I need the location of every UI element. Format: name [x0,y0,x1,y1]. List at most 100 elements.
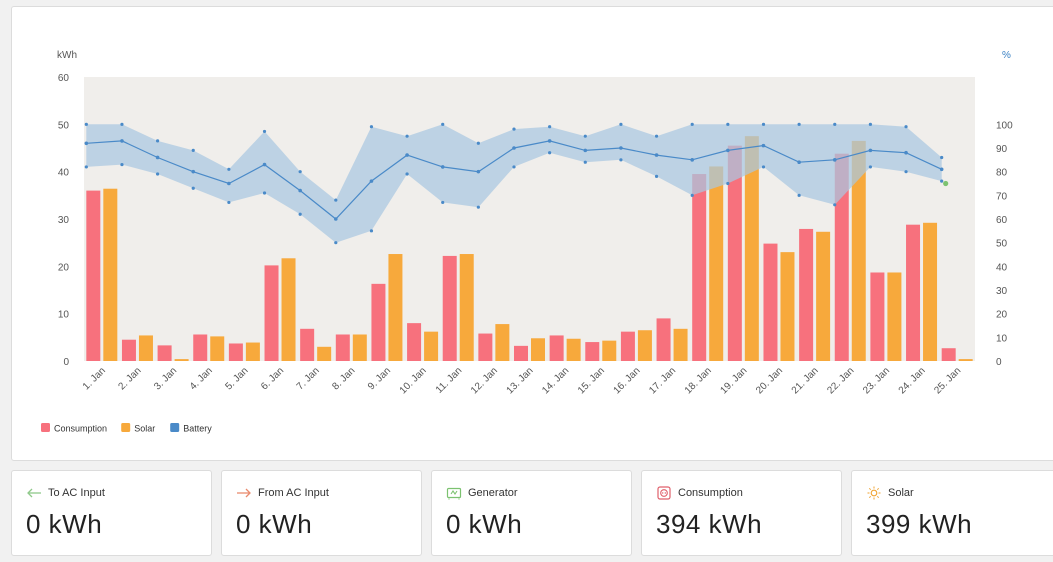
right-axis-tick: 80 [996,168,1008,179]
consumption-bar [834,153,849,361]
stat-label: To AC Input [48,487,105,499]
x-axis-tick: 24. Jan [897,365,928,396]
x-axis-tick: 12. Jan [469,365,500,396]
legend-swatch [121,423,131,432]
stat-label: Generator [468,487,518,499]
battery-min-point [654,174,659,178]
stat-card-generator: Generator 0 kWh [431,470,632,556]
battery-max-point [191,148,195,152]
x-axis-tick: 18. Jan [683,365,714,396]
battery-point [583,148,588,153]
battery-point [84,141,89,146]
solar-bar [602,340,617,361]
battery-max-point [904,125,908,129]
stat-label: From AC Input [258,487,329,499]
consumption-bar [335,334,350,361]
battery-point [690,158,694,162]
consumption-bar [941,348,956,361]
consumption-bar [478,333,493,361]
solar-bar [352,334,367,361]
battery-min-point [619,158,623,162]
stat-value: 399 kWh [866,509,973,539]
x-axis-tick: 11. Jan [434,365,464,395]
consumption-bar [121,339,136,361]
battery-point [262,162,267,167]
battery-max-point [654,134,659,138]
right-axis-tick: 100 [996,120,1013,131]
stat-value: 0 kWh [26,509,103,539]
consumption-bar [727,145,742,361]
x-axis-tick: 22. Jan [825,365,856,396]
x-axis-tick: 16. Jan [612,365,643,396]
battery-point [726,148,730,153]
battery-min-point [334,241,338,245]
solar-bar [709,166,724,361]
solar-bar [958,359,973,361]
battery-max-point [369,125,374,129]
battery-max-point [262,129,267,134]
right-axis-tick: 10 [996,333,1008,344]
solar-bar [103,188,118,361]
stat-card-from-ac-input: From AC Input 0 kWh [221,470,422,556]
x-axis-tick: 6. Jan [259,365,286,392]
battery-max-point [84,122,88,126]
battery-min-point [298,212,302,216]
battery-point [619,146,623,150]
x-axis-tick: 21. Jan [790,365,821,396]
x-axis-tick: 15. Jan [576,365,607,396]
battery-max-point [619,122,623,126]
legend-label: Consumption [54,424,107,434]
x-axis-tick: 17. Jan [647,365,678,396]
battery-point [298,188,302,193]
solar-bar [531,338,545,361]
consumption-bar [906,224,921,361]
stat-label: Solar [888,487,914,499]
solar-bar [281,258,296,361]
battery-max-point [298,170,302,174]
legend-label: Solar [134,424,155,434]
left-axis-tick: 0 [63,357,69,368]
solar-bar [566,338,581,361]
battery-max-point [334,198,338,202]
consumption-bar [692,174,707,361]
x-axis-tick: 9. Jan [366,365,393,392]
battery-min-point [940,179,944,183]
battery-min-point [797,193,801,197]
stat-value: 394 kWh [656,509,763,539]
solar-bar [744,136,759,361]
consumption-bar [442,255,457,361]
battery-current-point [943,180,949,187]
x-axis-tick: 2. Jan [117,365,144,392]
battery-min-point [690,193,694,197]
battery-max-point [940,155,944,160]
consumption-bar [870,272,885,361]
battery-max-point [690,122,694,126]
legend-swatch [41,423,50,432]
battery-point [476,169,481,174]
left-axis-tick: 30 [58,215,70,226]
right-axis-tick: 40 [996,262,1008,273]
x-axis-tick: 23. Jan [861,365,892,396]
consumption-bar [656,318,671,361]
solar-bar [245,342,260,361]
consumption-bar [371,283,386,361]
x-axis-tick: 5. Jan [223,365,250,392]
battery-max-point [583,134,587,138]
solar-bar [816,231,831,361]
stat-value: 0 kWh [446,509,523,539]
consumption-bar [799,228,814,361]
consumption-bar [514,345,528,361]
energy-chart: kWh 0 10 20 30 40 50 60% 0 10 20 30 40 50 60 70 80 90 100 1… [41,50,1013,434]
solar-bar [923,222,938,361]
consumption-bar [763,243,778,361]
stat-card-to-ac-input: To AC Input 0 kWh [11,470,212,556]
x-axis-tick: 8. Jan [330,365,357,392]
battery-max-point [833,122,837,126]
solar-bar [174,359,189,361]
battery-min-point [120,162,124,167]
stat-label: Consumption [678,487,743,499]
right-axis-tick: 50 [996,239,1008,250]
left-axis-tick: 10 [58,310,70,321]
consumption-bar [585,342,600,361]
solar-bar [851,140,866,361]
